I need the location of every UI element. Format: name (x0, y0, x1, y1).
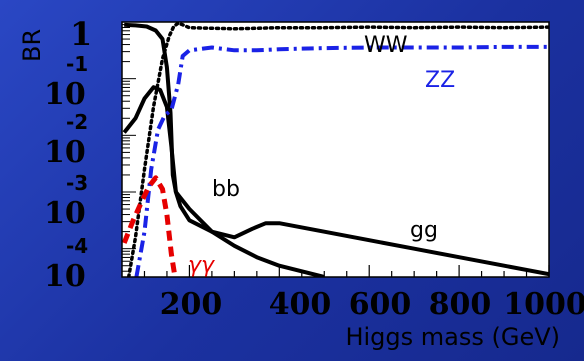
label-zz: ZZ (425, 68, 455, 93)
y-tick-3-exp: -2 (66, 110, 88, 134)
x-tick-1000: 1000 (503, 287, 584, 322)
plot-area (122, 22, 549, 277)
x-axis-title: Higgs mass (GeV) (345, 323, 560, 351)
label-gg: gg (410, 218, 438, 243)
y-tick-5-base: 10 (44, 259, 86, 294)
x-tick-400: 400 (269, 287, 332, 322)
y-tick-3-base: 10 (44, 135, 86, 170)
x-tick-labels: 200 400 600 800 1000 (160, 287, 584, 322)
x-tick-200: 200 (160, 287, 223, 322)
y-tick-2-exp: -1 (66, 52, 88, 76)
label-gamma: γγ (188, 253, 215, 278)
y-axis-title: BR (18, 29, 46, 62)
y-tick-4-exp: -3 (66, 171, 88, 195)
series-labels: WW ZZ bb gg γγ (188, 33, 455, 278)
y-axis-ticks (122, 24, 136, 272)
series-layer (122, 22, 549, 277)
y-tick-1-base: 1 (70, 15, 92, 53)
label-bb: bb (212, 177, 240, 202)
label-ww: WW (364, 33, 408, 58)
plot-border (121, 21, 550, 278)
y-tick-4-base: 10 (44, 196, 86, 231)
series-line-4 (134, 44, 549, 277)
y-tick-labels: 1 10 -1 10 -2 10 -3 10 -4 (44, 15, 92, 294)
x-tick-800: 800 (429, 287, 492, 322)
series-line-5 (122, 175, 178, 277)
series-line-2 (122, 85, 549, 277)
y-tick-5-exp: -4 (66, 234, 88, 258)
x-tick-600: 600 (349, 287, 412, 322)
y-tick-2-base: 10 (44, 77, 86, 112)
series-line-3 (126, 22, 549, 277)
